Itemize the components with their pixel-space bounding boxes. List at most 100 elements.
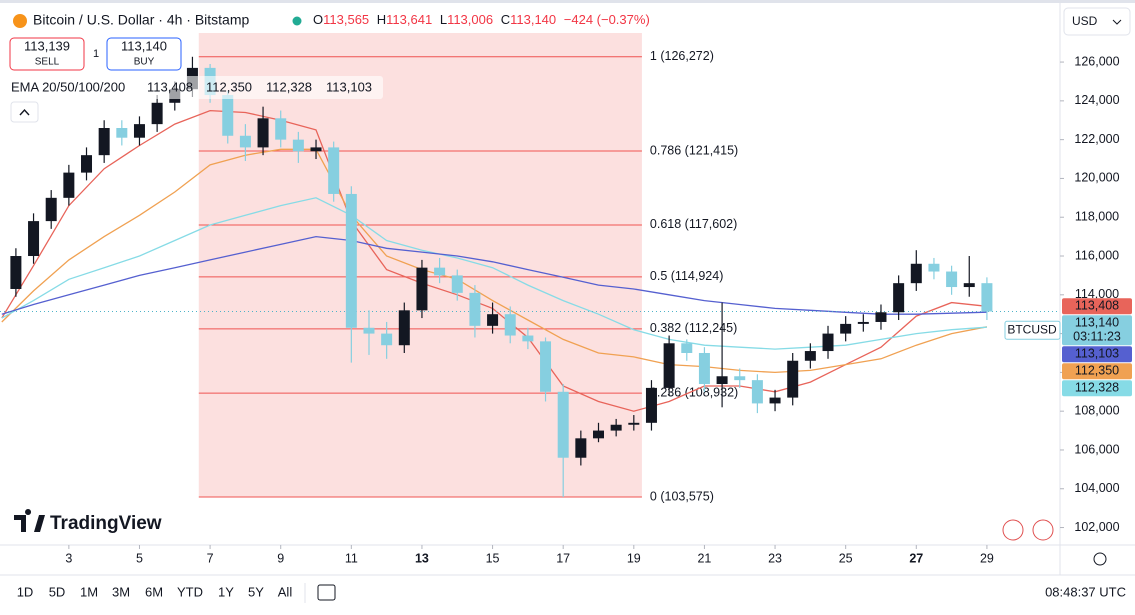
candle-body <box>451 275 463 293</box>
candle-body <box>116 128 128 138</box>
indicator-name[interactable]: EMA 20/50/100/200 <box>11 79 125 94</box>
range-button[interactable]: 3M <box>112 584 130 599</box>
symbol-tag-label: BTCUSD <box>1007 322 1057 336</box>
price-axis <box>1060 3 1135 545</box>
collapse-button[interactable] <box>10 101 39 123</box>
range-button[interactable]: 1M <box>80 584 98 599</box>
candle-body <box>857 321 869 324</box>
fib-label: 1 (126,272) <box>650 49 714 63</box>
x-tick-label: 21 <box>697 551 711 565</box>
currency-select[interactable] <box>1063 7 1131 36</box>
x-tick-label: 11 <box>345 551 358 565</box>
candle-body <box>275 118 287 140</box>
price-tag <box>1062 363 1132 380</box>
fib-label: 0.236 (108,932) <box>650 385 738 399</box>
indicator-value: 113,103 <box>326 79 372 94</box>
candle-body <box>628 422 640 425</box>
x-tick-label: 9 <box>277 551 284 565</box>
fib-label: 0.786 (121,415) <box>650 143 738 157</box>
candle-body <box>575 438 587 458</box>
fib-label: 0.5 (114,924) <box>650 269 723 283</box>
range-button[interactable]: All <box>278 584 293 599</box>
candle-body <box>257 118 269 148</box>
candle-body <box>769 397 781 404</box>
ohlc-value: 113,565 <box>323 12 369 27</box>
candle-body <box>522 335 534 342</box>
price-tag-label: 113,103 <box>1075 347 1119 361</box>
candle-body <box>787 360 799 398</box>
candle-body <box>398 310 410 346</box>
price-tag-label: 113,140 <box>1075 316 1119 330</box>
indicator-value: 112,350 <box>206 79 252 94</box>
axes: 102,000104,000106,000108,000110,000112,0… <box>65 54 1132 565</box>
candle-body <box>28 221 40 257</box>
candle-body <box>804 351 816 361</box>
range-button[interactable]: 1Y <box>218 584 234 599</box>
range-button[interactable]: 5Y <box>248 584 264 599</box>
candle-body <box>310 147 322 152</box>
range-button[interactable]: 1D <box>17 584 34 599</box>
candle-body <box>822 333 834 352</box>
ema-line <box>1 148 988 374</box>
candle-body <box>645 387 657 423</box>
symbol-icon[interactable] <box>13 14 27 28</box>
candle-body <box>663 343 675 388</box>
logo-icon <box>14 509 45 532</box>
price-tag-label: 112,328 <box>1075 381 1119 395</box>
buy-button[interactable] <box>106 37 182 71</box>
clock: 08:48:37 UTC <box>1045 584 1126 599</box>
candle-body <box>222 95 234 136</box>
top-border <box>0 0 1135 3</box>
ohlc-label: C <box>501 12 510 27</box>
candle-body <box>963 283 975 288</box>
candle-body <box>875 312 887 322</box>
candle-body <box>239 135 251 148</box>
x-tick-label: 23 <box>768 551 782 565</box>
calendar-icon[interactable] <box>317 584 336 601</box>
price-tag <box>1062 315 1132 346</box>
price-tag-label: 113,408 <box>1075 299 1119 313</box>
event-icon[interactable] <box>1002 519 1024 541</box>
settings-icon[interactable] <box>1093 552 1107 566</box>
chevron-icon <box>19 108 30 116</box>
range-button[interactable]: YTD <box>177 584 203 599</box>
y-tick-label: 114,000 <box>1075 287 1119 301</box>
y-tick-label: 116,000 <box>1075 248 1119 262</box>
market-status <box>292 16 302 26</box>
event-icon[interactable] <box>1032 519 1054 541</box>
countdown: 03:11:23 <box>1073 330 1121 344</box>
x-tick-label: 13 <box>415 551 429 565</box>
ohlc-value: 113,641 <box>386 12 432 27</box>
candle-body <box>751 380 763 404</box>
candle-body <box>910 263 922 284</box>
candle-body <box>434 267 446 276</box>
candle-body <box>557 391 569 458</box>
candle-body <box>946 271 958 288</box>
sell-button[interactable] <box>9 37 85 71</box>
range-button[interactable]: 5D <box>49 584 66 599</box>
candle-body <box>363 327 375 334</box>
toolbar: 1D 5D 1M 3M 6M YTD 1Y 5Y All <box>17 584 293 599</box>
candle-body <box>593 430 605 439</box>
candle-body <box>610 424 622 431</box>
fib-label: 0 (103,575) <box>650 489 714 503</box>
ohlc-value: 113,140 <box>510 12 556 27</box>
price-tag-label: 112,350 <box>1075 364 1119 378</box>
candle-body <box>893 283 905 313</box>
ohlc-change: −424 (−0.37%) <box>564 12 650 27</box>
plot-area: 1 (126,272) 0.786 (121,415) 0.618 (117,602… <box>0 33 1060 503</box>
range-button[interactable]: 6M <box>145 584 163 599</box>
y-tick-label: 126,000 <box>1074 54 1119 68</box>
y-tick-label: 124,000 <box>1074 93 1119 107</box>
sell-label: SELL <box>35 57 60 68</box>
currency: USD <box>1072 14 1098 28</box>
symbol-title[interactable]: Bitcoin / U.S. Dollar · 4h · Bitstamp <box>33 12 250 28</box>
x-tick-label: 7 <box>207 551 214 565</box>
logo[interactable]: TradingView <box>50 513 162 534</box>
y-tick-label: 102,000 <box>1074 520 1119 534</box>
x-tick-label: 27 <box>909 551 923 565</box>
fib-label: 0.382 (112,245) <box>650 321 737 335</box>
price-tag <box>1062 346 1132 363</box>
y-tick-label: 108,000 <box>1074 403 1119 417</box>
